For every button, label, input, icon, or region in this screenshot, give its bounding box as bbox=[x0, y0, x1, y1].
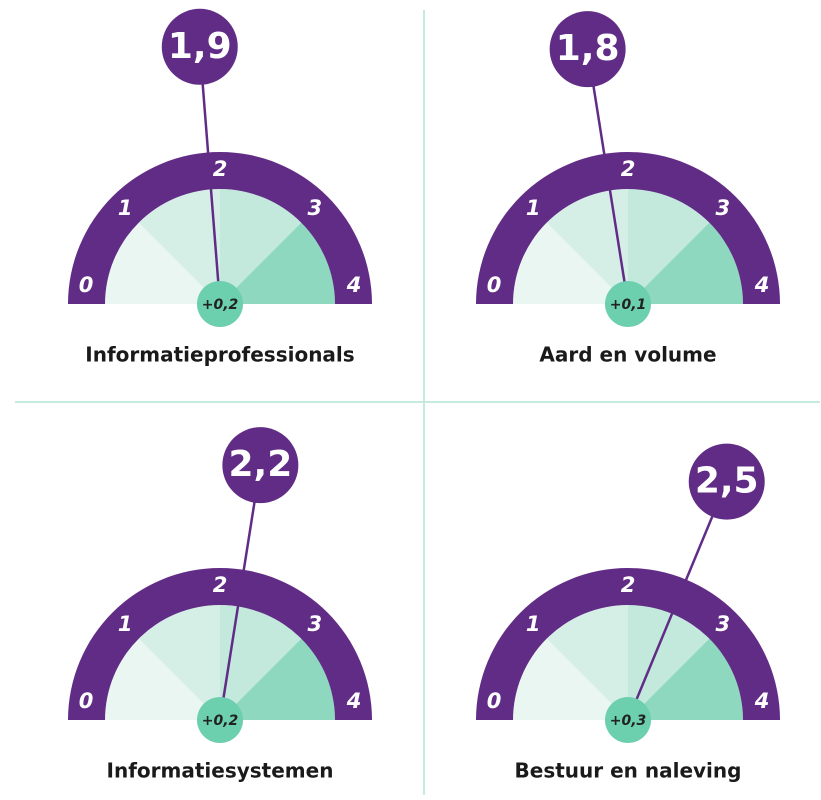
gauge-band bbox=[476, 152, 780, 304]
gauge-sector bbox=[546, 605, 628, 720]
tick-label: 2 bbox=[621, 573, 636, 597]
gauge-sector bbox=[546, 189, 628, 304]
gauge-sector bbox=[628, 605, 710, 720]
tick-label: 0 bbox=[79, 689, 94, 713]
tick-label: 0 bbox=[79, 273, 94, 297]
gauge-sector bbox=[220, 605, 302, 720]
tick-label: 0 bbox=[487, 689, 502, 713]
value-bubble bbox=[222, 427, 299, 504]
tick-label: 4 bbox=[754, 689, 770, 713]
tick-label: 2 bbox=[213, 157, 228, 181]
gauge-sector bbox=[105, 638, 220, 720]
value-bubble bbox=[688, 443, 765, 520]
tick-label: 2 bbox=[213, 573, 228, 597]
value-bubble bbox=[549, 11, 626, 88]
delta-label: +0,3 bbox=[610, 713, 647, 729]
tick-label: 4 bbox=[346, 689, 362, 713]
gauge-sector bbox=[138, 189, 220, 304]
gauge-sector bbox=[628, 222, 743, 304]
needle bbox=[626, 481, 728, 721]
gauge-sector bbox=[628, 638, 743, 720]
tick-label: 3 bbox=[307, 196, 322, 220]
value-label: 1,8 bbox=[556, 28, 620, 69]
delta-circle bbox=[605, 697, 651, 743]
gauge-sector bbox=[138, 605, 220, 720]
gauge-title: Aard en volume bbox=[539, 343, 716, 367]
gauge-band bbox=[68, 568, 372, 720]
tick-label: 4 bbox=[754, 273, 770, 297]
gauge-title: Bestuur en naleving bbox=[515, 759, 742, 783]
gauge-sector bbox=[513, 638, 628, 720]
tick-label: 3 bbox=[715, 196, 730, 220]
tick-label: 4 bbox=[346, 273, 362, 297]
needle bbox=[198, 46, 222, 305]
gauge-title: Informatieprofessionals bbox=[85, 343, 354, 367]
delta-label: +0,2 bbox=[202, 713, 239, 729]
tick-label: 1 bbox=[526, 196, 541, 220]
tick-label: 1 bbox=[118, 612, 133, 636]
gauge-title: Informatiesystemen bbox=[107, 759, 334, 783]
tick-label: 2 bbox=[621, 157, 636, 181]
value-bubble bbox=[161, 8, 238, 85]
gauge-sector bbox=[105, 222, 220, 304]
needle bbox=[586, 48, 630, 305]
gauge-band bbox=[68, 152, 372, 304]
value-label: 2,5 bbox=[695, 461, 759, 502]
needle bbox=[218, 464, 262, 721]
gauge-band bbox=[476, 568, 780, 720]
gauge-sector bbox=[513, 222, 628, 304]
delta-circle bbox=[197, 697, 243, 743]
tick-label: 1 bbox=[526, 612, 541, 636]
tick-label: 0 bbox=[487, 273, 502, 297]
value-label: 2,2 bbox=[228, 444, 292, 485]
value-label: 1,9 bbox=[168, 26, 232, 67]
gauge-sector bbox=[628, 189, 710, 304]
delta-label: +0,1 bbox=[610, 297, 647, 313]
tick-label: 3 bbox=[307, 612, 322, 636]
tick-label: 3 bbox=[715, 612, 730, 636]
delta-circle bbox=[605, 281, 651, 327]
tick-label: 1 bbox=[118, 196, 133, 220]
delta-label: +0,2 bbox=[202, 297, 239, 313]
delta-circle bbox=[197, 281, 243, 327]
gauge-sector bbox=[220, 222, 335, 304]
gauge-sector bbox=[220, 638, 335, 720]
gauge-sector bbox=[220, 189, 302, 304]
